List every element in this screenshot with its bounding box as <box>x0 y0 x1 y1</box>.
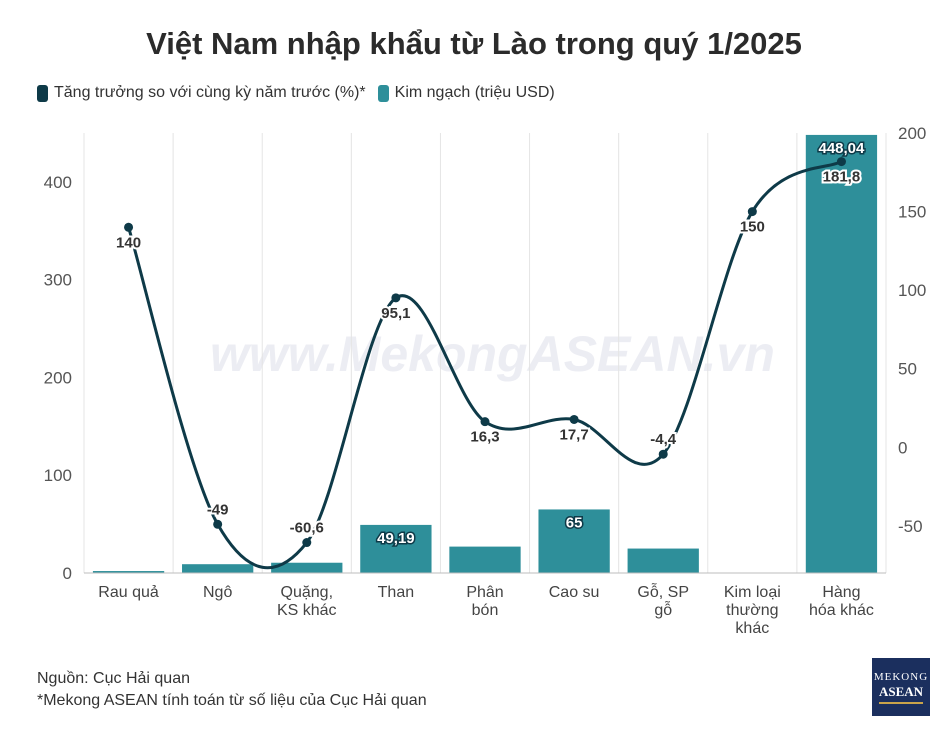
category-label: khác <box>735 620 769 637</box>
watermark: www.MekongASEAN.vn <box>210 326 775 382</box>
bar <box>449 546 521 573</box>
category-label: Hàng <box>822 584 860 601</box>
footer: Nguồn: Cục Hải quan *Mekong ASEAN tính t… <box>37 668 427 712</box>
legend: Tăng trưởng so với cùng kỳ năm trước (%)… <box>37 84 567 102</box>
category-label: Cao su <box>549 584 600 601</box>
category-label: Quặng, <box>281 584 333 601</box>
growth-point <box>480 417 490 427</box>
growth-point <box>569 414 579 424</box>
category-label: Phân <box>466 584 503 601</box>
source-note: Nguồn: Cục Hải quan <box>37 670 190 687</box>
logo-rule <box>879 701 923 704</box>
legend-item-value: Kim ngạch (triệu USD) <box>377 84 555 102</box>
growth-point <box>391 293 401 303</box>
growth-value-label: 95,1 <box>381 305 410 322</box>
chart-title: Việt Nam nhập khẩu từ Lào trong quý 1/20… <box>146 26 802 61</box>
category-label: Rau quả <box>98 584 159 601</box>
growth-value-label: -60,6 <box>290 520 324 537</box>
bar <box>182 564 254 573</box>
legend-swatch-value <box>377 84 389 102</box>
y-left-tick-label: 400 <box>44 173 72 192</box>
growth-line <box>127 160 843 570</box>
growth-point <box>836 157 846 167</box>
category-label: Ngô <box>203 584 232 601</box>
y-left-tick-label: 300 <box>44 271 72 290</box>
growth-value-label: -4,4 <box>650 431 677 448</box>
growth-value-label: 140 <box>116 234 141 251</box>
logo-line2: ASEAN <box>878 683 924 699</box>
bar <box>627 548 699 573</box>
y-right-tick-label: -50 <box>898 517 923 536</box>
growth-point <box>124 222 134 232</box>
growth-value-label: -49 <box>207 501 229 518</box>
category-label: Kim loại <box>724 584 781 601</box>
y-left-tick-label: 100 <box>44 466 72 485</box>
growth-value-label: 150 <box>740 219 765 236</box>
combo-chart: 0 100 200 300 400 -50 0 50 100 150 200 49,19 65 448,0… <box>44 124 927 637</box>
category-label: thường <box>726 602 778 619</box>
bar <box>805 134 878 573</box>
bar-value-label: 49,19 <box>377 530 415 547</box>
bar-value-label: 448,04 <box>818 140 865 157</box>
y-left-tick-label: 0 <box>63 564 72 583</box>
category-label: KS khác <box>277 602 337 619</box>
category-label: Gỗ, SP <box>637 582 689 601</box>
y-right-tick-label: 100 <box>898 281 926 300</box>
y-right-tick-label: 150 <box>898 203 926 222</box>
growth-value-label: 17,7 <box>560 426 589 443</box>
growth-point <box>658 449 668 459</box>
bar <box>360 524 432 573</box>
bar <box>538 509 610 573</box>
bar <box>271 562 343 573</box>
legend-label-growth: Tăng trưởng so với cùng kỳ năm trước (%)… <box>54 84 366 101</box>
legend-label-value: Kim ngạch (triệu USD) <box>394 84 555 101</box>
method-note: *Mekong ASEAN tính toán từ số liệu của C… <box>37 692 427 709</box>
growth-point <box>302 538 312 548</box>
category-label: Than <box>378 584 414 601</box>
growth-point <box>213 519 223 529</box>
legend-swatch-growth <box>37 84 48 102</box>
logo-line1: MEKONG <box>873 670 929 683</box>
category-label: hóa khác <box>809 602 874 619</box>
bar <box>92 571 165 573</box>
y-right-tick-label: 50 <box>898 360 917 379</box>
growth-value-label: 181,8 <box>823 169 861 186</box>
y-left-tick-label: 200 <box>44 368 72 387</box>
mekong-asean-logo: MEKONG ASEAN <box>872 658 930 716</box>
y-right-tick-label: 200 <box>898 124 926 143</box>
y-right-tick-label: 0 <box>898 438 907 457</box>
category-label: gỗ <box>654 600 672 619</box>
legend-item-growth: Tăng trưởng so với cùng kỳ năm trước (%)… <box>37 84 366 102</box>
growth-point <box>747 207 757 217</box>
bar-value-label: 65 <box>566 514 583 531</box>
category-label: bón <box>472 602 499 619</box>
growth-value-label: 16,3 <box>470 429 499 446</box>
